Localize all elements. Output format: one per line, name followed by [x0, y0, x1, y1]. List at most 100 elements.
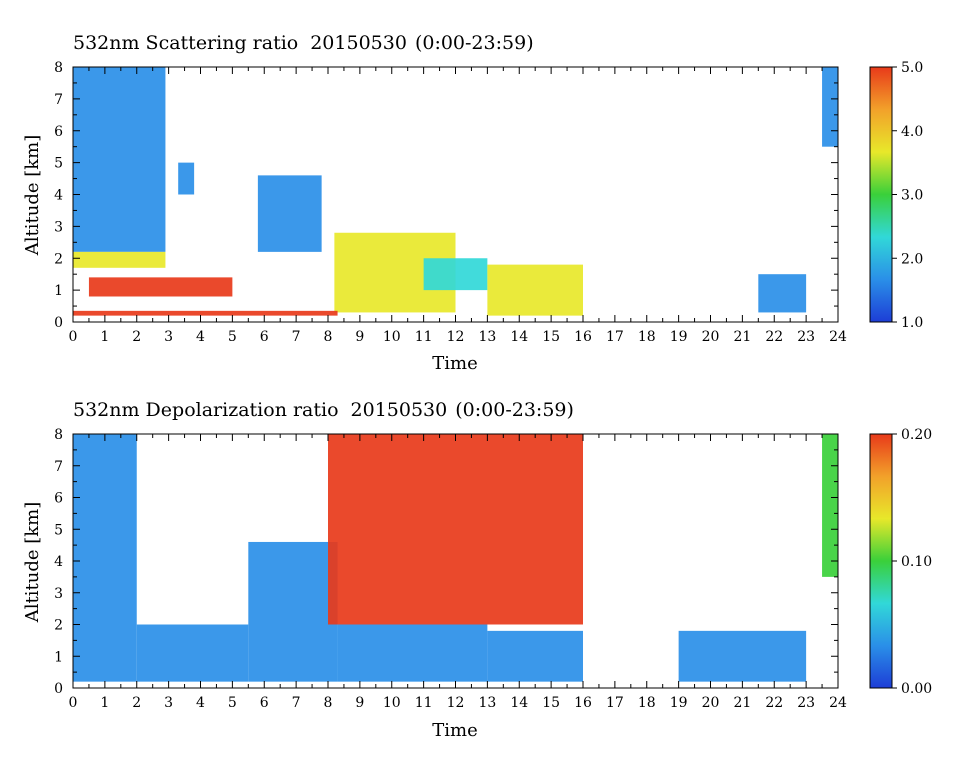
- heatmap-cell: [73, 434, 137, 682]
- colorbar: [869, 66, 893, 323]
- x-tick-label: 14: [510, 695, 528, 711]
- x-tick-label: 5: [228, 695, 237, 711]
- x-tick-label: 17: [606, 329, 624, 345]
- y-tick-label: 2: [54, 251, 63, 267]
- y-axis-label: Altitude [km]: [22, 502, 43, 624]
- x-tick-label: 3: [164, 695, 173, 711]
- heatmap-cell: [88, 277, 233, 297]
- heatmap-cell: [73, 310, 338, 316]
- chart-title: 532nm Scattering ratio 20150530 (0:00-23:5…: [73, 32, 534, 54]
- x-tick-label: 22: [765, 329, 783, 345]
- x-tick-label: 18: [638, 329, 656, 345]
- x-tick-label: 6: [260, 329, 269, 345]
- colorbar-tick-label: 5.0: [901, 60, 923, 76]
- depolarization-ratio-panel: 532nm Depolarization ratio 20150530 (0:00-…: [22, 399, 932, 741]
- heatmap-cell: [328, 434, 583, 625]
- colorbar: [869, 433, 893, 689]
- x-tick-label: 2: [132, 695, 141, 711]
- heatmap-cell: [423, 258, 488, 291]
- x-tick-label: 10: [383, 329, 401, 345]
- heatmap-cell: [487, 264, 583, 316]
- x-tick-label: 0: [69, 695, 78, 711]
- colorbar-tick-label: 1.0: [901, 315, 923, 331]
- y-axis-ticks: 0 1 2 3 4 5 6 7 8: [54, 60, 838, 331]
- x-tick-label: 10: [383, 695, 401, 711]
- x-tick-label: 22: [765, 695, 783, 711]
- y-axis-ticks: 0 1 2 3 4 5 6 7 8: [54, 427, 838, 697]
- x-tick-label: 23: [797, 695, 815, 711]
- x-tick-label: 16: [574, 695, 592, 711]
- x-tick-label: 1: [100, 329, 109, 345]
- x-tick-label: 21: [733, 695, 751, 711]
- x-tick-label: 8: [324, 695, 333, 711]
- heatmap-cell: [487, 630, 583, 682]
- x-tick-label: 15: [542, 329, 560, 345]
- x-tick-label: 9: [355, 695, 364, 711]
- y-tick-label: 8: [54, 60, 63, 76]
- heatmap-cell: [257, 175, 322, 252]
- heatmap-cell: [337, 624, 488, 682]
- y-tick-label: 4: [54, 554, 63, 570]
- x-tick-label: 16: [574, 329, 592, 345]
- x-axis-label: Time: [432, 353, 477, 374]
- x-tick-label: 23: [797, 329, 815, 345]
- x-tick-label: 18: [638, 695, 656, 711]
- x-tick-label: 21: [733, 329, 751, 345]
- heatmap-cell: [178, 162, 195, 195]
- x-axis-ticks: 0 1 2 3 4 5 6 7 8 9 10 11 12 13 14 15 16 17 18 19 20 21 22 23 24: [69, 67, 847, 345]
- x-axis-label: Time: [432, 720, 477, 741]
- x-tick-label: 13: [478, 329, 496, 345]
- x-tick-label: 19: [670, 329, 688, 345]
- heatmap-cell: [678, 630, 807, 682]
- y-tick-label: 1: [54, 649, 63, 665]
- x-tick-label: 8: [324, 329, 333, 345]
- y-axis-label: Altitude [km]: [22, 135, 43, 257]
- x-tick-label: 1: [100, 695, 109, 711]
- colorbar-ticks: 0.00 0.10 0.20: [892, 427, 932, 697]
- colorbar-ticks: 1.0 2.0 3.0 4.0 5.0: [892, 60, 923, 331]
- y-tick-label: 1: [54, 283, 63, 299]
- y-tick-label: 3: [54, 586, 63, 602]
- x-tick-label: 12: [447, 329, 465, 345]
- x-tick-label: 4: [196, 695, 205, 711]
- x-tick-label: 20: [702, 329, 720, 345]
- x-tick-label: 24: [829, 695, 847, 711]
- x-tick-label: 7: [292, 695, 301, 711]
- plot-area: [73, 67, 838, 316]
- scattering-ratio-panel: 532nm Scattering ratio 20150530 (0:00-23:5…: [22, 32, 923, 374]
- x-tick-label: 11: [415, 329, 433, 345]
- y-tick-label: 6: [54, 491, 63, 507]
- x-tick-label: 20: [702, 695, 720, 711]
- y-tick-label: 7: [54, 459, 63, 475]
- x-tick-label: 7: [292, 329, 301, 345]
- heatmap-cell: [758, 274, 807, 313]
- x-tick-label: 19: [670, 695, 688, 711]
- heatmap-cell: [73, 251, 166, 268]
- heatmap-cell: [73, 67, 166, 252]
- colorbar-tick-label: 0.20: [901, 427, 932, 443]
- x-axis-ticks: 0 1 2 3 4 5 6 7 8 9 10 11 12 13 14 15 16 17 18 19 20 21 22 23 24: [69, 434, 847, 711]
- y-tick-label: 7: [54, 92, 63, 108]
- x-tick-label: 4: [196, 329, 205, 345]
- colorbar-tick-label: 0.10: [901, 554, 932, 570]
- x-tick-label: 24: [829, 329, 847, 345]
- colorbar-tick-label: 0.00: [901, 681, 932, 697]
- colorbar-tick-label: 2.0: [901, 251, 923, 267]
- chart-title: 532nm Depolarization ratio 20150530 (0:00-…: [73, 399, 574, 421]
- heatmap-cell: [248, 541, 338, 682]
- x-tick-label: 9: [355, 329, 364, 345]
- y-tick-label: 8: [54, 427, 63, 443]
- x-tick-label: 13: [478, 695, 496, 711]
- y-tick-label: 6: [54, 124, 63, 140]
- y-tick-label: 5: [54, 522, 63, 538]
- x-tick-label: 14: [510, 329, 528, 345]
- y-tick-label: 0: [54, 315, 63, 331]
- x-tick-label: 0: [69, 329, 78, 345]
- x-tick-label: 6: [260, 695, 269, 711]
- y-tick-label: 2: [54, 618, 63, 634]
- plot-area: [73, 434, 838, 682]
- y-tick-label: 4: [54, 188, 63, 204]
- heatmap-cell: [136, 624, 249, 682]
- y-tick-label: 0: [54, 681, 63, 697]
